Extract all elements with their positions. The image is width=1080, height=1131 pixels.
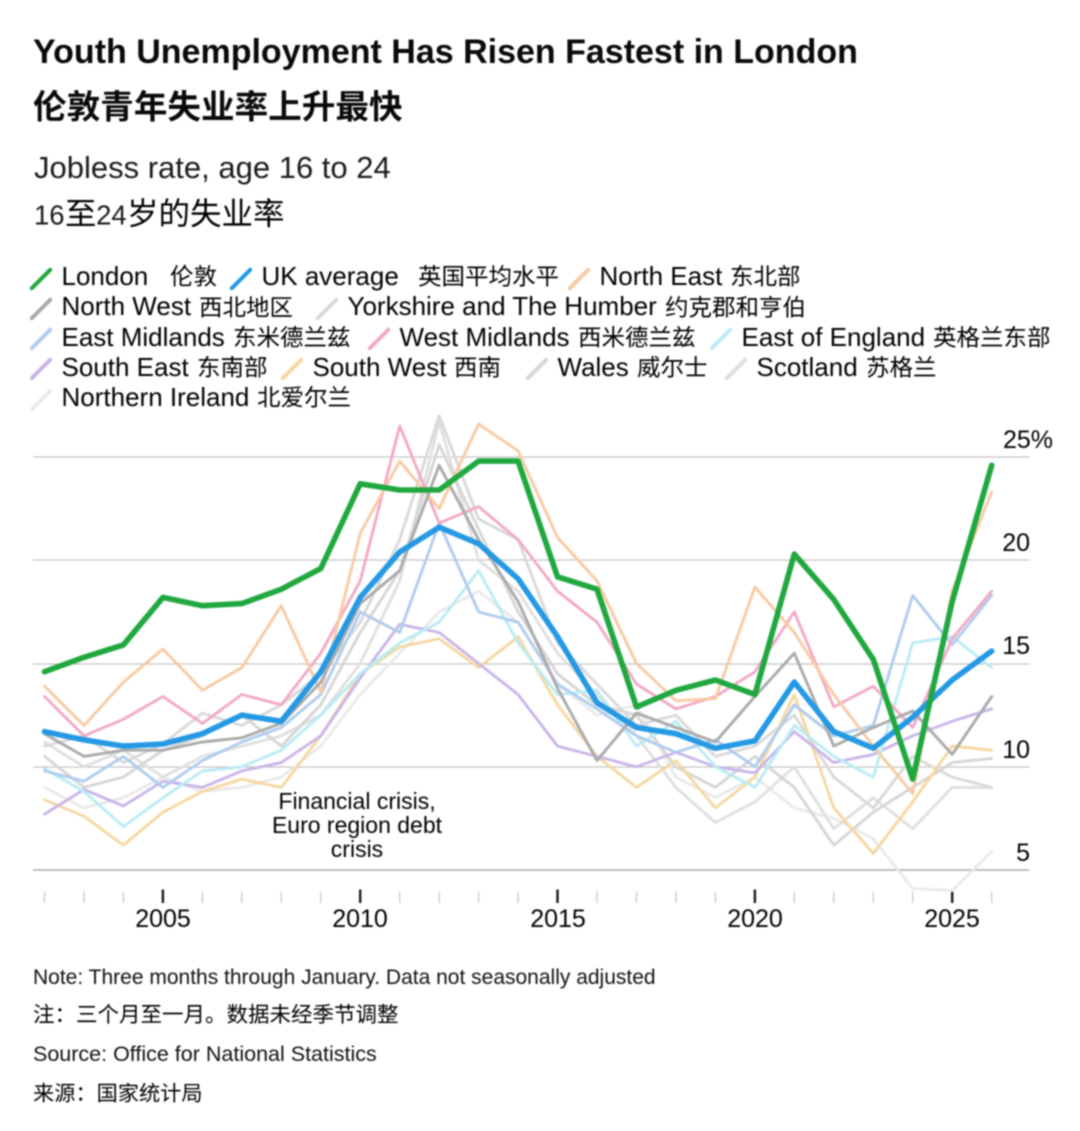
svg-text:25%: 25% — [1003, 426, 1053, 454]
svg-text:20: 20 — [1002, 529, 1030, 557]
svg-text:2025: 2025 — [924, 905, 980, 933]
svg-text:2015: 2015 — [530, 905, 586, 933]
svg-text:2010: 2010 — [332, 905, 388, 933]
svg-text:2005: 2005 — [135, 905, 191, 933]
svg-text:5: 5 — [1016, 839, 1030, 867]
svg-text:10: 10 — [1002, 736, 1030, 764]
svg-text:15: 15 — [1002, 632, 1030, 660]
svg-text:Financial crisis,Euro region d: Financial crisis, Euro region debt crisis — [272, 788, 443, 862]
svg-text:2020: 2020 — [727, 905, 783, 933]
